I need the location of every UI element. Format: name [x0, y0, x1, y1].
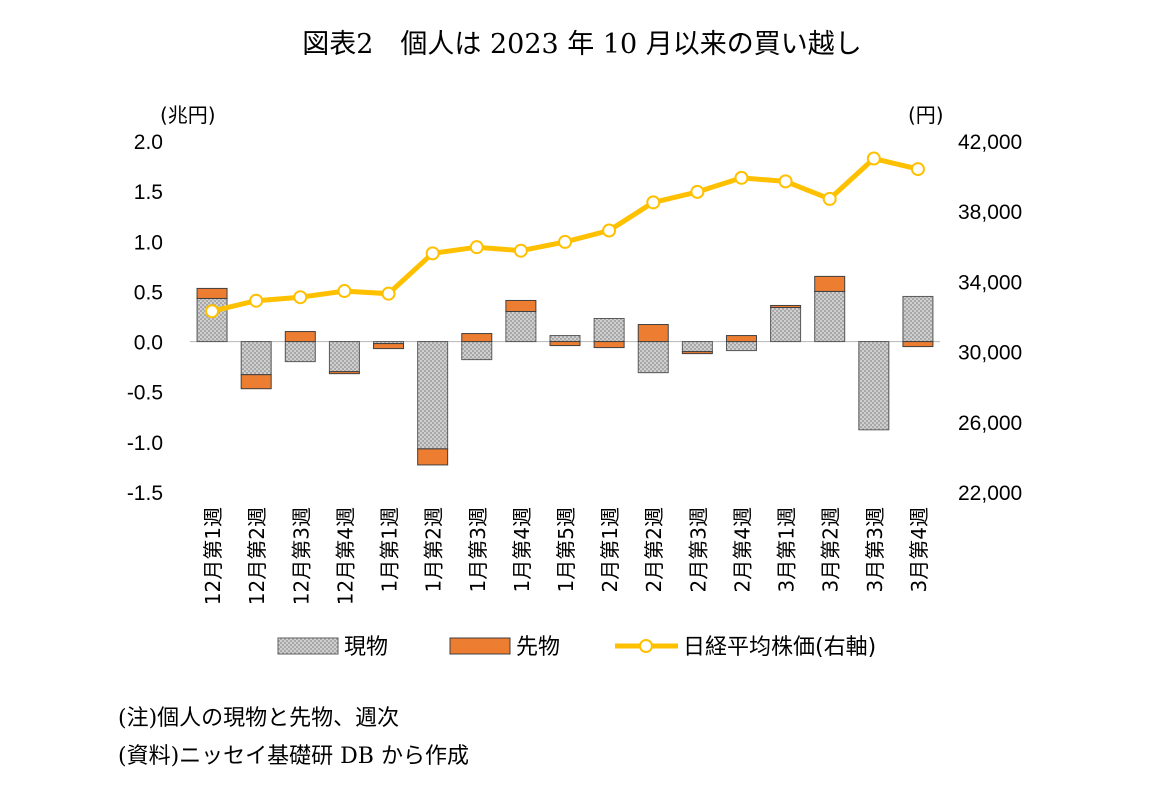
futures-bar	[461, 333, 493, 343]
nikkei-point	[205, 304, 220, 319]
category-label: 2月第2週	[642, 507, 666, 592]
legend-swatch-futures	[449, 637, 511, 655]
futures-bar	[725, 335, 757, 343]
right-axis-tick-label: 30,000	[958, 342, 1022, 365]
spot-bar	[814, 290, 846, 343]
note-1: (注)個人の現物と先物、週次	[118, 706, 400, 731]
chart-title: 図表2 個人は 2023 年 10 月以来の買い越し	[302, 29, 862, 60]
spot-bar	[461, 341, 493, 361]
nikkei-point	[558, 234, 572, 249]
spot-bar	[505, 310, 537, 343]
category-label: 12月第4週	[333, 507, 357, 605]
right-axis-tick-label: 26,000	[958, 412, 1022, 435]
nikkei-point	[690, 184, 705, 199]
category-label: 2月第1週	[598, 507, 622, 592]
right-axis-unit-label: (円)	[908, 103, 944, 127]
nikkei-point	[425, 246, 440, 261]
spot-bar	[902, 295, 934, 343]
left-axis-tick-label: -1.0	[127, 432, 163, 455]
category-label: 3月第1週	[775, 507, 799, 592]
category-label: 1月第4週	[510, 507, 534, 592]
nikkei-point	[293, 290, 308, 305]
spot-bar	[725, 341, 757, 352]
category-label: 1月第5週	[554, 507, 578, 592]
right-axis-tick-label: 22,000	[958, 482, 1022, 505]
left-axis-tick-label: 0.5	[134, 281, 163, 304]
futures-bar	[373, 343, 405, 350]
legend-label-futures: 先物	[516, 635, 560, 660]
futures-bar	[417, 448, 449, 466]
left-axis-tick-label: -1.5	[127, 482, 163, 505]
futures-bar	[505, 299, 537, 312]
spot-bar	[240, 341, 272, 376]
futures-bar	[770, 304, 802, 308]
futures-bar	[637, 324, 669, 343]
note-2: (資料)ニッセイ基礎研 DB から作成	[118, 744, 469, 769]
nikkei-point	[602, 223, 617, 238]
left-axis-tick-label: 2.0	[134, 131, 163, 154]
spot-bar	[593, 318, 625, 343]
futures-bar	[240, 374, 272, 390]
category-label: 12月第3週	[289, 507, 313, 605]
nikkei-line	[211, 156, 919, 314]
spot-bar	[284, 341, 316, 363]
nikkei-point	[469, 240, 484, 255]
category-label: 3月第3週	[863, 507, 887, 592]
nikkei-point	[778, 174, 793, 189]
nikkei-point	[822, 191, 837, 206]
nikkei-point	[249, 293, 264, 308]
nikkei-point	[910, 162, 925, 177]
legend-swatch-nikkei-point	[639, 639, 653, 653]
category-label: 1月第1週	[378, 507, 402, 592]
category-label: 2月第3週	[686, 507, 710, 592]
right-axis-tick-label: 34,000	[958, 271, 1022, 294]
left-axis-unit-label: (兆円)	[160, 103, 216, 127]
nikkei-point	[337, 284, 352, 299]
left-axis-tick-label: 0.0	[134, 332, 163, 355]
legend-label-spot: 現物	[344, 635, 388, 660]
nikkei-point	[381, 286, 396, 301]
left-axis-tick-label: -0.5	[127, 382, 163, 405]
spot-bar	[681, 341, 713, 353]
category-label: 3月第4週	[907, 507, 931, 592]
category-label: 1月第3週	[466, 507, 490, 592]
nikkei-point	[734, 170, 749, 185]
nikkei-point	[866, 151, 881, 166]
nikkei-point	[513, 243, 528, 258]
left-axis-tick-label: 1.5	[134, 181, 163, 204]
spot-bar	[637, 341, 669, 374]
right-axis-tick-label: 42,000	[958, 131, 1022, 154]
category-label: 3月第2週	[819, 507, 843, 592]
left-axis-tick-label: 1.0	[134, 231, 163, 254]
category-label: 1月第2週	[422, 507, 446, 592]
futures-bar	[549, 341, 581, 347]
futures-bar	[196, 287, 228, 299]
legend-swatch-spot	[277, 637, 339, 655]
category-label: 12月第2週	[245, 507, 269, 605]
spot-bar	[858, 341, 890, 431]
category-label: 2月第4週	[730, 507, 754, 592]
spot-bar	[328, 341, 360, 373]
futures-bar	[284, 331, 316, 343]
futures-bar	[902, 341, 934, 348]
spot-bar	[417, 341, 449, 450]
right-axis-tick-label: 38,000	[958, 201, 1022, 224]
futures-bar	[328, 371, 360, 375]
legend-label-nikkei: 日経平均株価(右軸)	[683, 635, 876, 660]
category-label: 12月第1週	[201, 507, 225, 605]
spot-bar	[770, 306, 802, 343]
futures-bar	[814, 275, 846, 292]
spot-bar	[549, 335, 581, 343]
futures-bar	[593, 341, 625, 349]
futures-bar	[681, 351, 713, 355]
nikkei-point	[646, 195, 661, 210]
